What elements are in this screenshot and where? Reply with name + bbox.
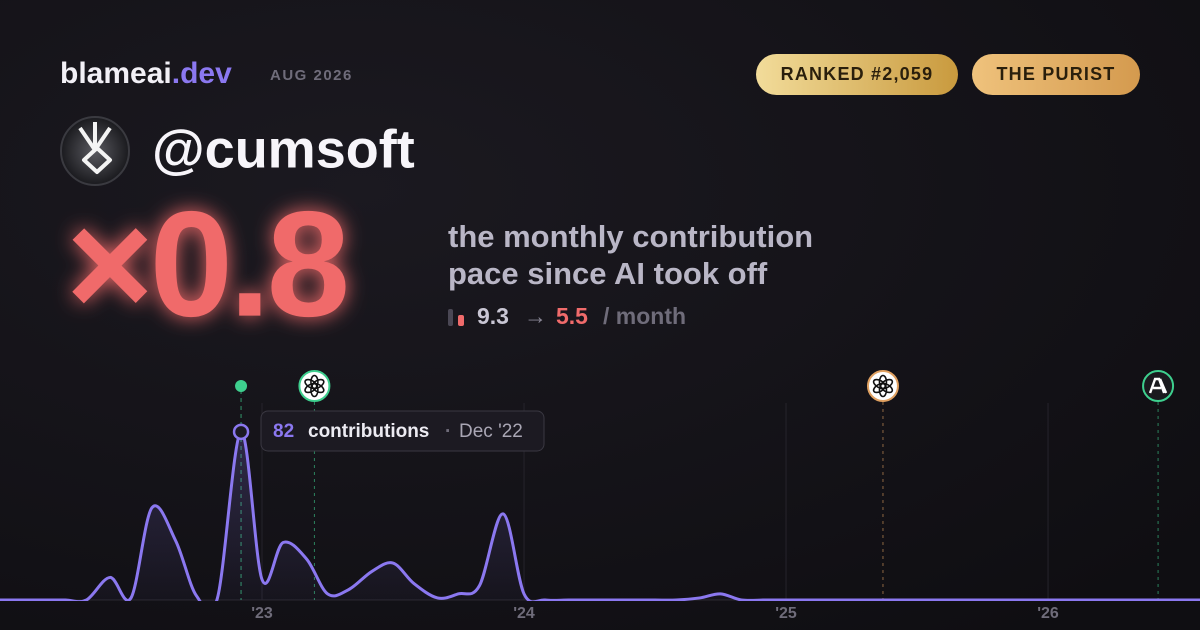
event-icon (1142, 370, 1175, 402)
event-icon-bg (1142, 370, 1175, 402)
brand-tld: .dev (172, 57, 232, 90)
tooltip (260, 410, 545, 452)
avatar (60, 116, 130, 186)
event-icon-bg (298, 370, 331, 402)
chart: '23 '24 '25 '26 82 contributions · Dec '22 (0, 370, 1200, 622)
type-badge-text: THE PURIST (996, 64, 1115, 84)
brand-name: blameai (60, 57, 172, 90)
x-tick-label: '26 (1037, 605, 1059, 622)
highlight-point (232, 423, 250, 441)
line (0, 430, 1200, 601)
tooltip-date: Dec '22 (459, 421, 523, 442)
brand: blameai.dev (60, 57, 232, 90)
tooltip-label: contributions (308, 421, 429, 442)
pace: 9.3 → 5.5 / month (477, 303, 686, 329)
tooltip-text: 82 contributions · Dec '22 (273, 421, 523, 442)
event-icon-petal (304, 378, 318, 390)
tooltip-value: 82 (273, 421, 294, 442)
event-icon-glyph (1148, 377, 1168, 394)
pace-icon (458, 315, 464, 326)
area (0, 431, 1200, 601)
pace-after: 5.5 (556, 303, 588, 329)
x-tick-label: '25 (775, 605, 797, 622)
description-line: pace since AI took off (448, 256, 768, 291)
event-icon-petal (872, 378, 887, 390)
tooltip-separator: · (445, 421, 451, 442)
rank-badge-text: RANKED #2,059 (781, 64, 934, 84)
x-tick-label: '23 (251, 605, 273, 622)
pace-unit: / month (603, 303, 686, 329)
pace-arrow: → (524, 303, 547, 329)
highlight-dot (235, 380, 248, 392)
event-icon (866, 370, 899, 402)
pace-before: 9.3 (477, 303, 509, 329)
multiplier: ×0.8 (66, 180, 346, 348)
pace-icon (448, 309, 453, 326)
handle: @cumsoft (152, 119, 415, 179)
description-line: the monthly contribution (448, 219, 813, 254)
type-badge (972, 54, 1140, 95)
event-icon-bg (866, 370, 899, 402)
x-tick-label: '24 (513, 605, 535, 622)
event-icon (298, 370, 331, 402)
rank-badge (756, 54, 958, 95)
period: AUG 2026 (270, 67, 353, 84)
